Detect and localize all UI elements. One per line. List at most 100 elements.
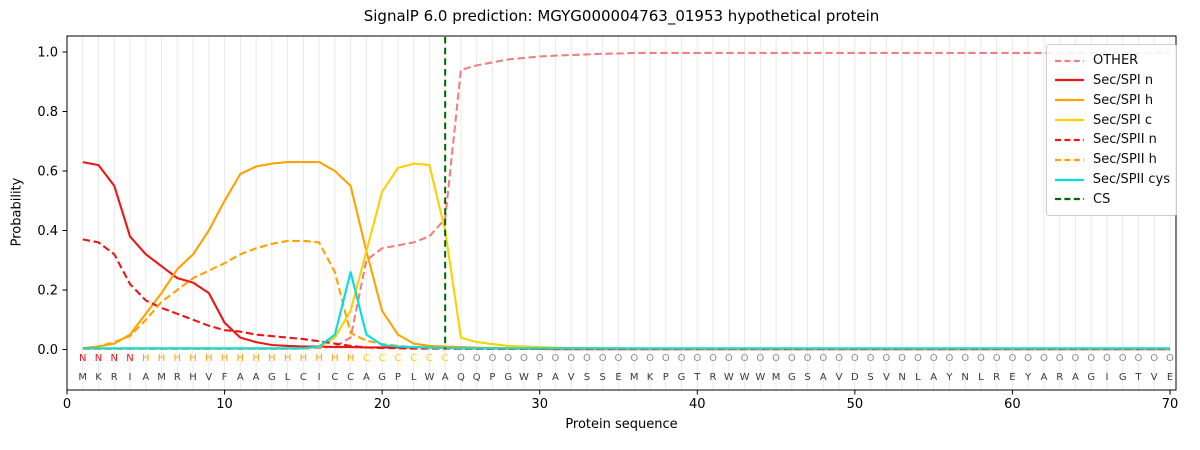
residue-letter: N bbox=[961, 372, 968, 383]
region-label: O bbox=[804, 353, 812, 364]
residue-letter: G bbox=[1087, 372, 1095, 383]
x-tick-label: 30 bbox=[531, 397, 548, 412]
legend-label: Sec/SPI c bbox=[1093, 112, 1152, 128]
region-label: H bbox=[142, 353, 150, 364]
residue-letter: V bbox=[883, 372, 890, 383]
residue-letter: M bbox=[772, 372, 781, 383]
legend-swatch bbox=[1055, 138, 1084, 142]
region-label: O bbox=[1135, 353, 1143, 364]
series-other bbox=[82, 51, 1170, 350]
legend-swatch bbox=[1055, 79, 1084, 82]
region-label: O bbox=[851, 353, 859, 364]
residue-letter: I bbox=[129, 372, 132, 383]
region-label: O bbox=[977, 353, 985, 364]
residue-letter: C bbox=[300, 372, 307, 383]
residue-letter: E bbox=[615, 372, 621, 383]
residue-letter: L bbox=[285, 372, 291, 383]
region-label: O bbox=[1087, 353, 1095, 364]
series-sec-spi-c bbox=[82, 162, 1170, 350]
legend-swatch bbox=[1055, 99, 1084, 102]
y-tick-label: 0.2 bbox=[37, 284, 58, 299]
region-label: O bbox=[772, 353, 780, 364]
residue-letter: S bbox=[867, 372, 873, 383]
residue-letter: E bbox=[1009, 372, 1015, 383]
residue-letter: F bbox=[222, 372, 228, 383]
residue-letter: A bbox=[930, 372, 937, 383]
region-label: O bbox=[457, 353, 465, 364]
residue-letter: T bbox=[693, 372, 701, 383]
region-label: O bbox=[646, 353, 654, 364]
residue-letter: W bbox=[424, 372, 434, 383]
legend-swatch bbox=[1055, 118, 1084, 122]
legend-item-sec-spi-h: Sec/SPI h bbox=[1055, 91, 1170, 110]
residue-letter: M bbox=[78, 372, 87, 383]
residue-letter: A bbox=[237, 372, 244, 383]
region-label: H bbox=[205, 353, 213, 364]
region-label: O bbox=[867, 353, 875, 364]
region-label: H bbox=[158, 353, 166, 364]
y-tick-label: 1.0 bbox=[37, 46, 58, 61]
region-label: O bbox=[961, 353, 969, 364]
series-sec-spi-n bbox=[82, 161, 1170, 351]
region-label: O bbox=[819, 353, 827, 364]
region-label: H bbox=[252, 353, 260, 364]
region-label: O bbox=[1166, 353, 1174, 364]
region-label: H bbox=[315, 353, 323, 364]
residue-letter: R bbox=[710, 372, 717, 383]
region-label: O bbox=[662, 353, 670, 364]
residue-letter: Y bbox=[945, 372, 953, 383]
series-sec-spii-h bbox=[82, 239, 1170, 350]
residue-letter: G bbox=[678, 372, 686, 383]
region-label: H bbox=[300, 353, 308, 364]
residue-letter: Q bbox=[473, 372, 481, 383]
residue-letter: L bbox=[978, 372, 984, 383]
residue-letter: P bbox=[537, 372, 543, 383]
x-tick-label: 10 bbox=[216, 397, 233, 412]
residue-letter: A bbox=[1041, 372, 1048, 383]
x-axis-label: Protein sequence bbox=[565, 417, 678, 432]
residue-letter: C bbox=[347, 372, 354, 383]
residue-letter: V bbox=[568, 372, 575, 383]
residue-letter: A bbox=[253, 372, 260, 383]
x-tick-label: 70 bbox=[1162, 397, 1179, 412]
y-tick-label: 0.0 bbox=[37, 343, 58, 358]
residue-letter: R bbox=[111, 372, 118, 383]
region-label: O bbox=[489, 353, 497, 364]
region-label: O bbox=[741, 353, 749, 364]
residue-letter: L bbox=[915, 372, 921, 383]
region-label: O bbox=[567, 353, 575, 364]
residue-letter: P bbox=[395, 372, 401, 383]
legend-item-sec-spi-n: Sec/SPI n bbox=[1055, 71, 1170, 90]
legend-label: Sec/SPI n bbox=[1093, 72, 1154, 88]
residue-letter: P bbox=[663, 372, 669, 383]
region-label: O bbox=[725, 353, 733, 364]
residue-letter: A bbox=[820, 372, 827, 383]
legend-swatch bbox=[1055, 198, 1084, 201]
region-label: H bbox=[174, 353, 182, 364]
residue-letter: M bbox=[630, 372, 639, 383]
region-label: H bbox=[189, 353, 197, 364]
residue-letter: S bbox=[584, 372, 590, 383]
residue-letter: I bbox=[318, 372, 321, 383]
region-label: O bbox=[1024, 353, 1032, 364]
region-label: O bbox=[756, 353, 764, 364]
region-label: O bbox=[536, 353, 544, 364]
region-label: O bbox=[1103, 353, 1111, 364]
region-label: H bbox=[347, 353, 355, 364]
residue-letter: G bbox=[504, 372, 512, 383]
region-label: O bbox=[945, 353, 953, 364]
region-label: N bbox=[95, 353, 102, 364]
residue-letter: S bbox=[804, 372, 810, 383]
y-tick-label: 0.4 bbox=[37, 224, 58, 239]
legend-swatch bbox=[1055, 59, 1084, 62]
legend-label: Sec/SPII cys bbox=[1092, 172, 1170, 188]
region-label: O bbox=[1119, 353, 1127, 364]
x-tick-label: 50 bbox=[847, 397, 864, 412]
residue-letter: A bbox=[363, 372, 370, 383]
residue-letter: N bbox=[898, 372, 905, 383]
residue-letter: A bbox=[442, 372, 449, 383]
residue-letter: V bbox=[836, 372, 843, 383]
region-label: O bbox=[473, 353, 481, 364]
